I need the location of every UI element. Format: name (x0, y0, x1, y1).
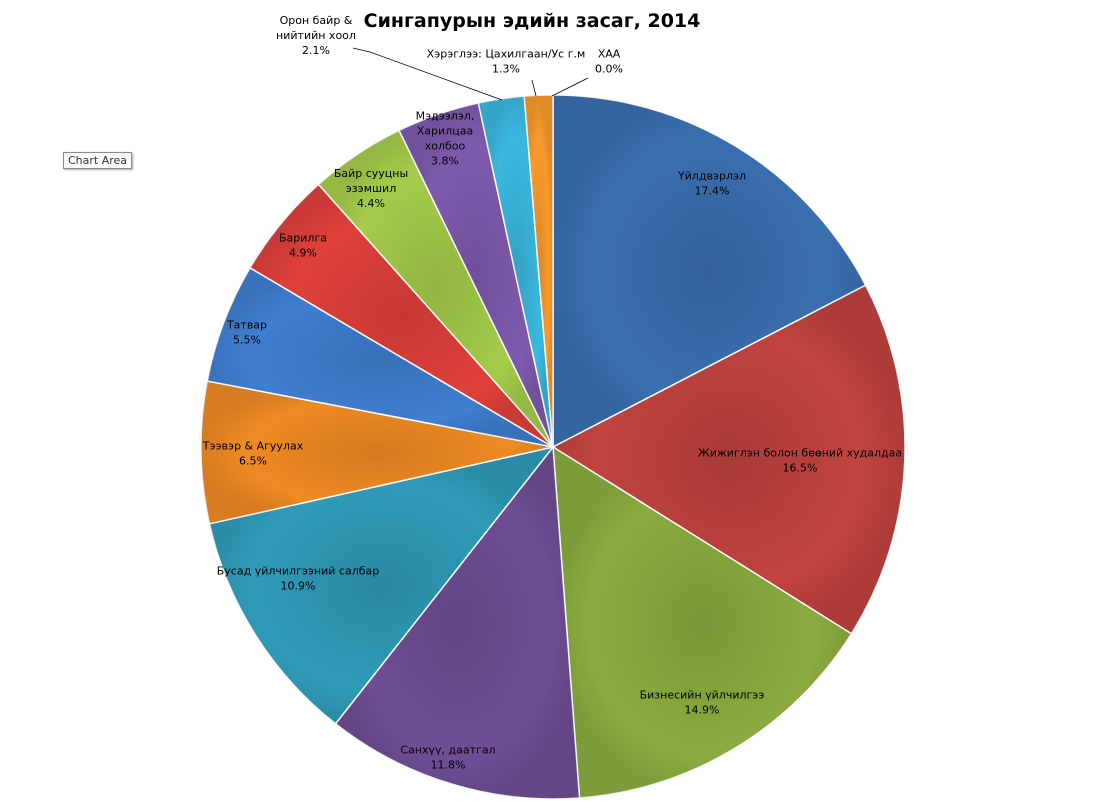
pie-slice-shading (553, 285, 905, 634)
pie-slice-shading (318, 130, 553, 447)
pie-slice-shading (207, 267, 554, 447)
slice-label: Жижиглэн болон бөөний худалдаа 16.5% (698, 447, 902, 475)
slice-label: Санхүү, даатгал 11.8% (400, 744, 495, 772)
slice-label: Татвар 5.5% (226, 319, 267, 347)
pie-slice-shading (200, 381, 554, 524)
pie-slice-shading (399, 103, 553, 447)
pie-slice-shading (524, 95, 553, 447)
pie-slice-shading (478, 96, 553, 448)
slice-label: Үйлдвэрлэл 17.4% (677, 170, 746, 198)
leader-line (551, 77, 589, 97)
slice-label: Орон байр & нийтийн хоол 2.1% (276, 14, 356, 57)
slice-label: Бусад үйлчилгээний салбар 10.9% (217, 565, 379, 593)
pie-slices (200, 94, 906, 800)
chart-title: Сингапурын эдийн засаг, 2014 (364, 10, 701, 32)
slice-label: Хэрэглээ: Цахилгаан/Ус г.м 1.3% (427, 48, 586, 76)
slice-label: Мэдээлэл, Харилцаа холбоо 3.8% (416, 110, 475, 168)
chart-area-tooltip: Chart Area (63, 152, 133, 169)
pie-slice-shading (553, 447, 852, 798)
leader-line (531, 79, 537, 97)
slice-label: Байр сууцны эзэмшил 4.4% (334, 167, 408, 210)
pie-slice-shading (250, 184, 553, 447)
pie-slice-shading (209, 447, 554, 724)
pie-slice-shading (553, 95, 866, 447)
slice-labels: Үйлдвэрлэл 17.4% Жижиглэн болон бөөний худ… (202, 14, 902, 772)
slice-label: Барилга 4.9% (279, 232, 327, 260)
pie-slice-shading (335, 447, 580, 800)
slice-label: Бизнесийн үйлчилгээ 14.9% (640, 689, 765, 717)
leader-lines (352, 47, 589, 101)
slice-label: ХАА 0.0% (595, 48, 623, 76)
slice-label: Тээвэр & Агуулах 6.5% (202, 440, 304, 468)
leader-line (352, 47, 503, 101)
